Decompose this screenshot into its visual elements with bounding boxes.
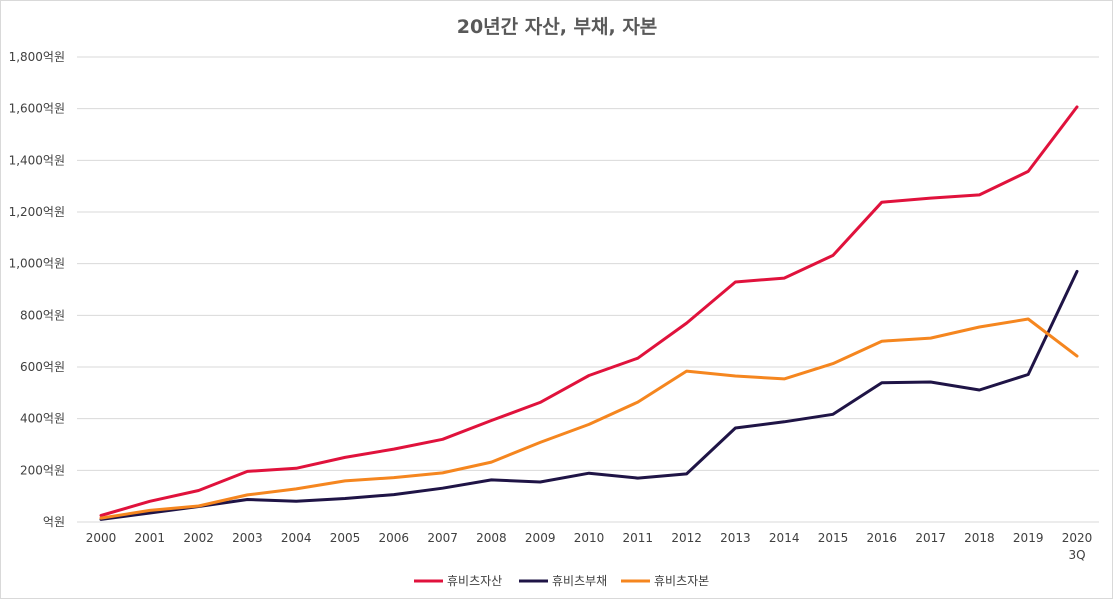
legend-label-2: 휴비츠부채 (552, 574, 607, 588)
x-tick-label: 2003 (232, 531, 263, 545)
x-tick-label: 2005 (330, 531, 361, 545)
x-tick-label: 2013 (720, 531, 751, 545)
series-lines (99, 105, 1079, 521)
legend-label-1: 휴비츠자산 (447, 574, 502, 588)
chart-title: 20년간 자산, 부채, 자본 (457, 16, 658, 38)
x-tick-label: 2000 (86, 531, 117, 545)
x-tick-label: 2019 (1013, 531, 1044, 545)
x-tick-label: 2010 (574, 531, 605, 545)
x-axis-ticks: 2000 2001 2002 2003 2004 2005 2006 2007 2008 2009… (86, 531, 1093, 562)
x-tick-label: 2002 (183, 531, 214, 545)
legend: 휴비츠자산 휴비츠부채 휴비츠자본 (414, 574, 709, 588)
grid-lines (77, 56, 1099, 523)
x-tick-label: 2001 (135, 531, 166, 545)
x-tick-label: 2009 (525, 531, 556, 545)
x-tick-label: 2018 (964, 531, 995, 545)
y-tick-label: 1,200억원 (9, 205, 65, 219)
x-tick-label: 2020 3Q (1062, 531, 1093, 562)
x-tick-label: 2011 (623, 531, 654, 545)
y-tick-label: 600억원 (20, 360, 65, 374)
y-tick-label: 400억원 (20, 412, 65, 426)
x-tick-label: 2007 (427, 531, 458, 545)
series-line-1 (99, 105, 1079, 517)
y-tick-label: 1,600억원 (9, 102, 65, 116)
y-axis-ticks: 억원 200억원 400억원 600억원 800억원 1,000억원 1,200억원 1,40… (9, 50, 65, 529)
y-tick-label: 200억원 (20, 463, 65, 477)
y-tick-label: 1,000억원 (9, 257, 65, 271)
x-tick-label: 2008 (476, 531, 507, 545)
legend-label-3: 휴비츠자본 (654, 574, 709, 588)
y-tick-label: 1,400억원 (9, 153, 65, 167)
y-tick-label: 1,800억원 (9, 50, 65, 64)
x-tick-label: 2015 (818, 531, 849, 545)
x-tick-label: 2014 (769, 531, 800, 545)
series-line-3 (99, 317, 1079, 520)
x-tick-label: 2012 (671, 531, 702, 545)
series-line-2 (99, 269, 1079, 521)
x-tick-label: 2006 (379, 531, 410, 545)
y-tick-label: 억원 (43, 515, 65, 529)
x-tick-label: 2017 (915, 531, 946, 545)
x-tick-label: 2016 (867, 531, 898, 545)
x-tick-label: 2004 (281, 531, 312, 545)
y-tick-label: 800억원 (20, 308, 65, 322)
